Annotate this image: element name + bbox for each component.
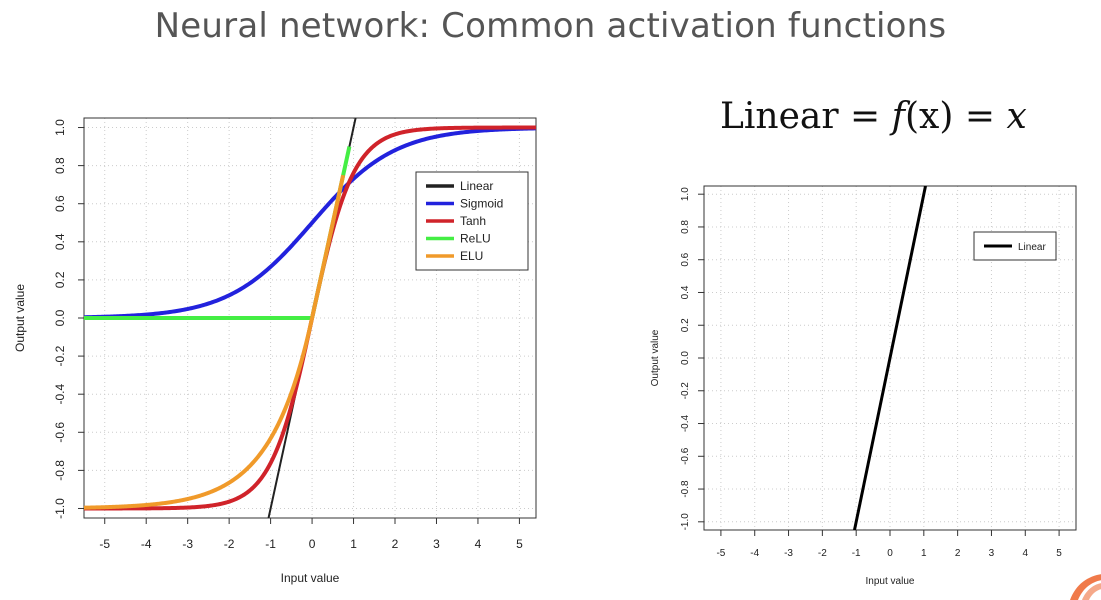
formula-argument: (x) bbox=[905, 96, 954, 137]
y-tick-label: 0.8 bbox=[680, 220, 691, 234]
x-tick-label: -1 bbox=[852, 548, 861, 559]
x-tick-label: -2 bbox=[818, 548, 827, 559]
x-tick-label: -4 bbox=[141, 537, 152, 551]
y-axis-label: Output value bbox=[13, 284, 27, 352]
y-tick-label: -1.0 bbox=[680, 513, 691, 531]
y-tick-label: 0.0 bbox=[53, 309, 67, 326]
legend-label-tanh: Tanh bbox=[460, 214, 486, 228]
y-tick-label: 0.4 bbox=[680, 285, 691, 299]
series-group bbox=[84, 118, 536, 518]
y-tick-label: -0.6 bbox=[53, 422, 67, 443]
x-tick-label: 3 bbox=[433, 537, 440, 551]
series-line-linear bbox=[853, 186, 927, 530]
y-tick-label: 1.0 bbox=[680, 187, 691, 201]
y-tick-label: 1.0 bbox=[53, 119, 67, 136]
x-tick-label: 4 bbox=[475, 537, 482, 551]
y-tick-label: -0.8 bbox=[53, 460, 67, 481]
formula-equals-1: = bbox=[850, 96, 881, 137]
y-tick-label: 0.2 bbox=[53, 271, 67, 288]
y-tick-label: 0.6 bbox=[680, 252, 691, 266]
legend-label-elu: ELU bbox=[460, 249, 483, 263]
y-tick-label: -0.4 bbox=[53, 384, 67, 405]
x-tick-label: 0 bbox=[309, 537, 316, 551]
formula-function: f bbox=[891, 96, 905, 137]
y-tick-label: -0.8 bbox=[680, 480, 691, 498]
y-axis-label: Output value bbox=[650, 329, 661, 386]
y-tick-label: 0.8 bbox=[53, 157, 67, 174]
activation-functions-chart: -5 -4 -3 -2 -1 0 1 2 3 4 5 -1.0 -0.8 -0.6 -0.4 -0.2 0.0 0… bbox=[13, 117, 537, 585]
y-tick-label: 0.6 bbox=[53, 195, 67, 212]
y-tick-label: 0.4 bbox=[53, 233, 67, 250]
series-group bbox=[853, 186, 927, 530]
x-tick-label: -2 bbox=[224, 537, 235, 551]
legend-label-relu: ReLU bbox=[460, 232, 491, 246]
x-tick-label: -5 bbox=[99, 537, 110, 551]
linear-function-chart: -5 -4 -3 -2 -1 0 1 2 3 4 5 -1.0 -0.8 -0.6 -0.4 -0.2 0.0 0… bbox=[650, 185, 1077, 587]
y-tick-label: -0.4 bbox=[680, 414, 691, 432]
x-tick-label: -1 bbox=[265, 537, 276, 551]
legend-label-linear: Linear bbox=[460, 179, 493, 193]
x-tick-label: 2 bbox=[392, 537, 399, 551]
formula-lhs: Linear bbox=[720, 96, 839, 137]
x-tick-label: 1 bbox=[921, 548, 927, 559]
x-tick-label: -4 bbox=[750, 548, 759, 559]
legend-label-sigmoid: Sigmoid bbox=[460, 197, 503, 211]
series-line-elu bbox=[84, 174, 346, 510]
x-tick-label: -3 bbox=[182, 537, 193, 551]
legend-label-linear: Linear bbox=[1018, 242, 1046, 253]
slide-title: Neural network: Common activation functi… bbox=[154, 6, 947, 46]
brand-logo-icon bbox=[1070, 574, 1101, 600]
x-tick-label: 5 bbox=[516, 537, 523, 551]
formula-rhs: x bbox=[1006, 96, 1027, 137]
y-tick-label: -0.6 bbox=[680, 447, 691, 465]
x-tick-label: 4 bbox=[1022, 548, 1028, 559]
y-tick-label: 0.0 bbox=[680, 351, 691, 365]
y-tick-label: -0.2 bbox=[680, 382, 691, 400]
x-axis-label: Input value bbox=[281, 571, 340, 585]
x-axis-label: Input value bbox=[866, 576, 915, 587]
x-tick-label: 0 bbox=[887, 548, 893, 559]
y-tick-label: -0.2 bbox=[53, 345, 67, 366]
linear-formula: Linear = f(x) = x bbox=[720, 96, 1060, 137]
series-line-sigmoid bbox=[84, 126, 536, 320]
series-line-relu bbox=[84, 146, 352, 320]
x-tick-label: 2 bbox=[955, 548, 961, 559]
x-tick-label: -5 bbox=[716, 548, 725, 559]
x-tick-label: -3 bbox=[784, 548, 793, 559]
x-tick-label: 3 bbox=[989, 548, 995, 559]
x-tick-label: 5 bbox=[1056, 548, 1062, 559]
y-tick-label: -1.0 bbox=[53, 498, 67, 519]
formula-equals-2: = bbox=[964, 96, 996, 137]
x-tick-label: 1 bbox=[350, 537, 357, 551]
y-tick-label: 0.2 bbox=[680, 318, 691, 332]
